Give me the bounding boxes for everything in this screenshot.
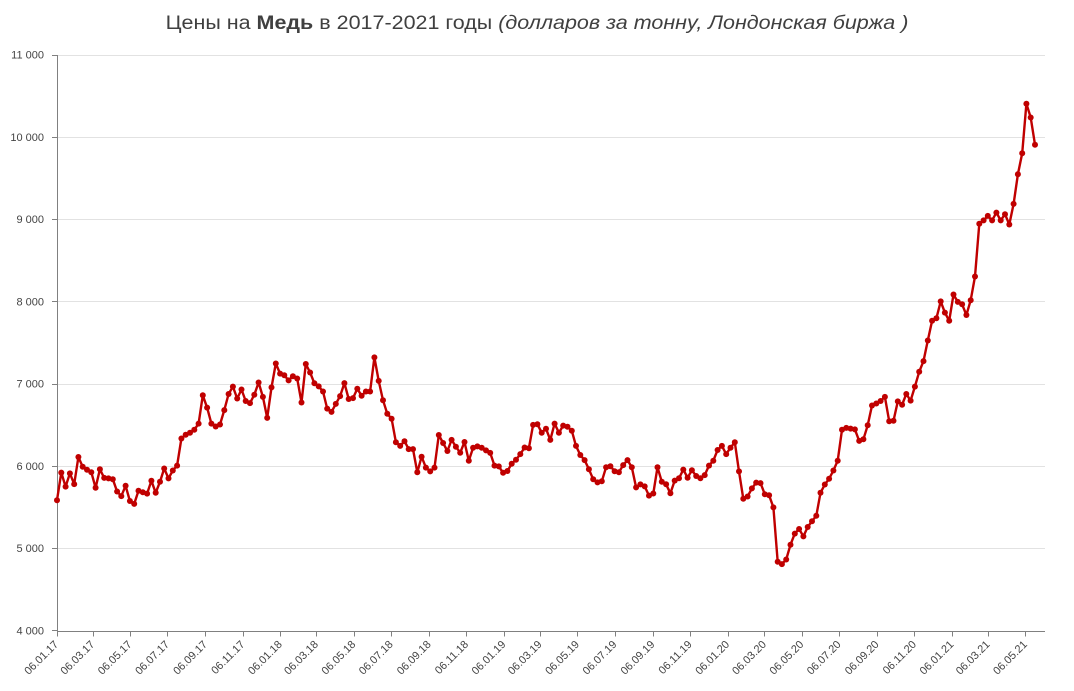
svg-text:10 000: 10 000 bbox=[10, 132, 44, 144]
svg-text:11 000: 11 000 bbox=[11, 50, 44, 62]
svg-text:Цены на Медь в 2017-2021 годы: Цены на Медь в 2017-2021 годы (долларов … bbox=[166, 13, 909, 34]
svg-text:7 000: 7 000 bbox=[16, 379, 44, 391]
svg-text:8 000: 8 000 bbox=[16, 296, 44, 308]
svg-text:9 000: 9 000 bbox=[16, 214, 44, 226]
svg-text:6 000: 6 000 bbox=[16, 461, 44, 473]
svg-text:4 000: 4 000 bbox=[16, 626, 44, 638]
svg-text:5 000: 5 000 bbox=[16, 543, 44, 555]
